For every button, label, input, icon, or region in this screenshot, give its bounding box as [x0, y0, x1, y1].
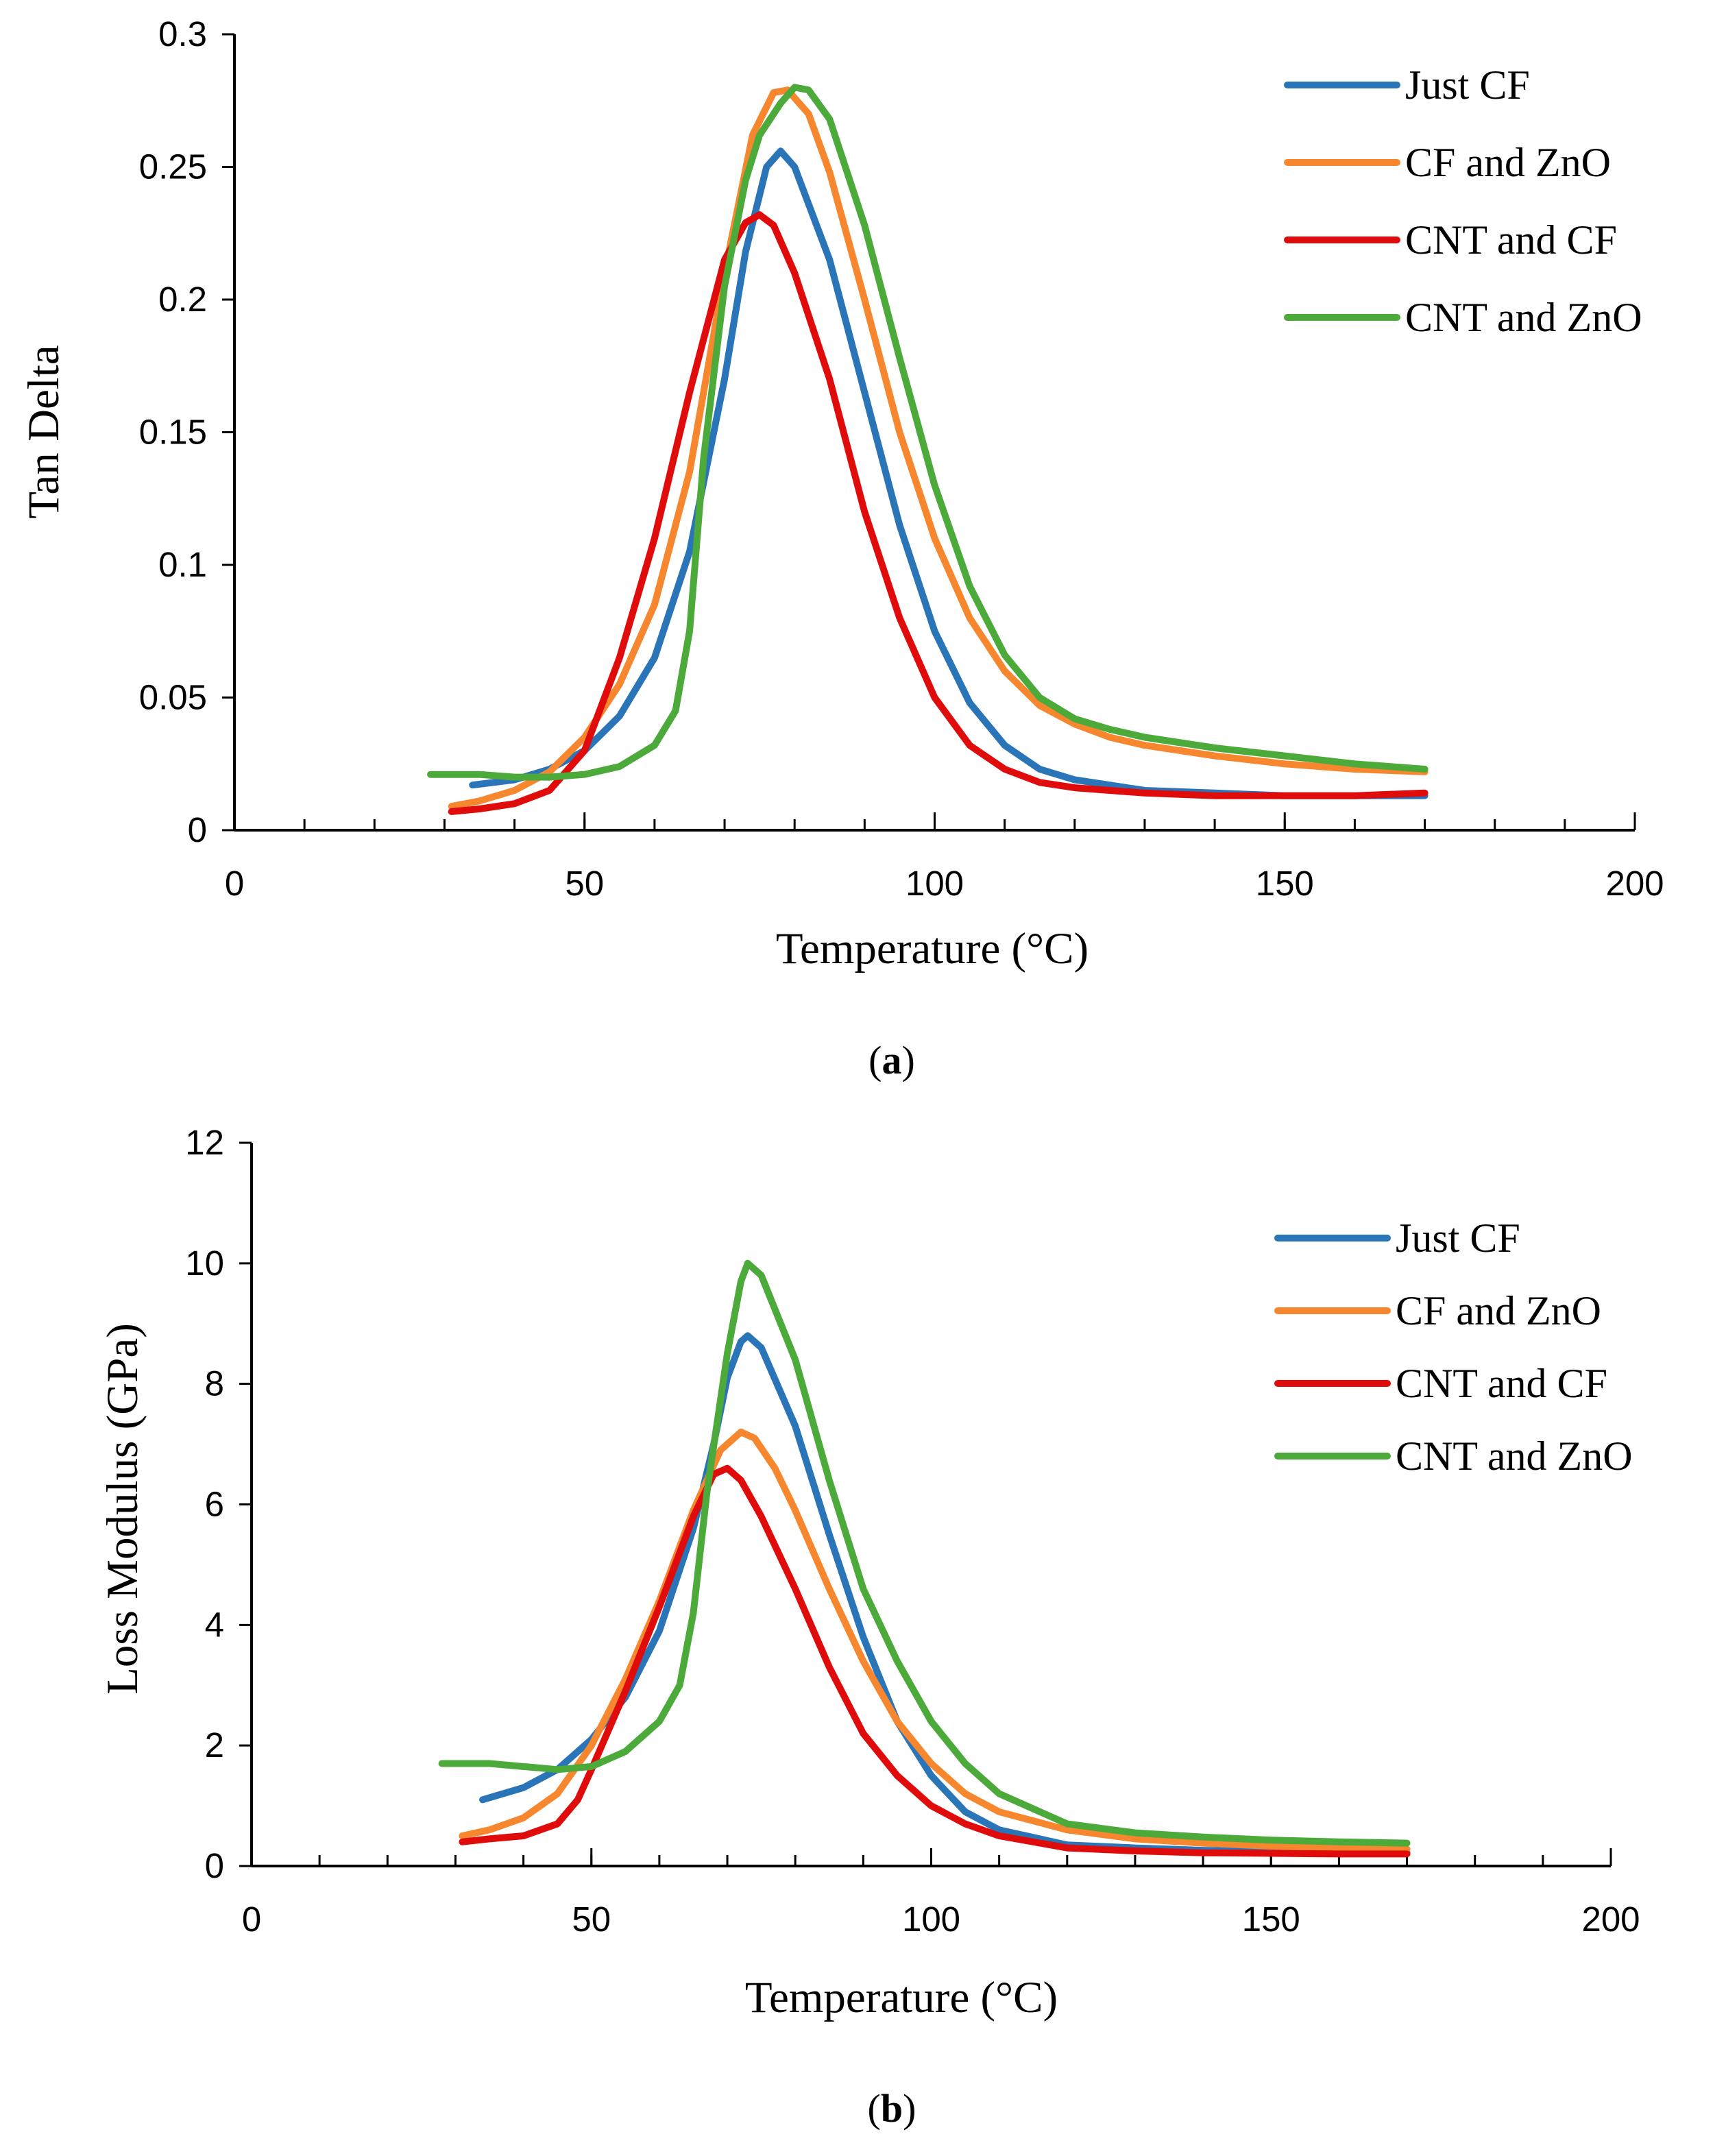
chart-b-y-tick-label: 6 — [205, 1485, 224, 1524]
chart-a-caption-close: ) — [902, 1038, 915, 1082]
chart-a-legend-label-cnt-and-zno: CNT and ZnO — [1405, 295, 1642, 340]
chart-b: 0 2 4 6 8 10 12 0 50 100 150 200 Loss Modulus (GPa… — [98, 1123, 1640, 2131]
chart-b-x-tick-label: 150 — [1242, 1900, 1300, 1939]
chart-b-y-tick-label: 12 — [185, 1123, 224, 1162]
chart-a-y-ticks: 0 0.05 0.1 0.15 0.2 0.25 0.3 — [139, 14, 234, 849]
chart-b-x-tick-label: 100 — [902, 1900, 960, 1939]
chart-a-legend-label-cnt-and-cf: CNT and CF — [1405, 217, 1617, 263]
chart-b-x-ticks: 0 50 100 150 200 — [242, 1848, 1640, 1939]
chart-b-legend-label-cf-and-zno: CF and ZnO — [1396, 1288, 1601, 1333]
chart-b-y-tick-label: 0 — [205, 1846, 224, 1885]
chart-a-caption: (a) — [868, 1038, 915, 1082]
chart-a-legend-label-just-cf: Just CF — [1405, 62, 1530, 108]
chart-a-y-tick-label: 0.25 — [139, 147, 207, 186]
chart-a-y-tick-label: 0.1 — [158, 545, 207, 584]
chart-a-xlabel: Temperature (°C) — [776, 924, 1089, 973]
chart-a-series — [427, 84, 1429, 815]
chart-b-caption-close: ) — [903, 2086, 916, 2131]
chart-b-legend-label-cnt-and-cf: CNT and CF — [1396, 1361, 1607, 1406]
chart-a-x-ticks: 0 50 100 150 200 — [225, 812, 1664, 903]
chart-b-y-tick-label: 8 — [205, 1364, 224, 1403]
chart-a-y-tick-label: 0.2 — [158, 280, 207, 319]
chart-b-caption: (b) — [868, 2086, 916, 2131]
chart-a: 0 0.05 0.1 0.15 0.2 0.25 0.3 0 50 100 150 200 Tan … — [19, 14, 1664, 1082]
chart-b-ylabel: Loss Modulus (GPa) — [98, 1323, 147, 1695]
chart-b-legend-label-cnt-and-zno: CNT and ZnO — [1396, 1433, 1633, 1479]
chart-b-x-tick-label: 50 — [572, 1900, 611, 1939]
chart-b-y-tick-label: 2 — [205, 1725, 224, 1765]
chart-a-y-tick-label: 0.3 — [158, 14, 207, 53]
chart-b-caption-open: ( — [868, 2086, 881, 2131]
chart-b-x-tick-label: 0 — [242, 1900, 261, 1939]
chart-a-y-tick-label: 0.15 — [139, 413, 207, 452]
chart-b-caption-letter: b — [881, 2086, 903, 2131]
chart-a-caption-letter: a — [882, 1038, 902, 1082]
chart-a-x-tick-label: 50 — [565, 864, 604, 903]
chart-b-series-cf-and-zno — [459, 1429, 1411, 1853]
chart-a-series-cnt-and-cf — [448, 211, 1429, 815]
chart-b-y-tick-label: 10 — [185, 1244, 224, 1283]
chart-a-x-tick-label: 100 — [905, 864, 964, 903]
chart-a-y-tick-label: 0.05 — [139, 678, 207, 717]
chart-b-series — [438, 1259, 1411, 1858]
chart-a-legend-label-cf-and-zno: CF and ZnO — [1405, 140, 1611, 185]
chart-b-x-tick-label: 200 — [1581, 1900, 1640, 1939]
chart-a-x-tick-label: 0 — [225, 864, 244, 903]
chart-a-series-cnt-and-zno — [427, 84, 1429, 781]
chart-a-caption-open: ( — [868, 1038, 882, 1082]
chart-a-ylabel: Tan Delta — [19, 345, 69, 519]
chart-b-legend: Just CF CF and ZnO CNT and CF CNT and ZnO — [1274, 1215, 1633, 1479]
chart-a-x-tick-label: 200 — [1605, 864, 1664, 903]
chart-b-y-ticks: 0 2 4 6 8 10 12 — [185, 1123, 252, 1885]
chart-b-y-tick-label: 4 — [205, 1605, 224, 1644]
chart-a-y-tick-label: 0 — [188, 810, 207, 849]
chart-b-series-cnt-and-zno — [438, 1259, 1411, 1847]
chart-a-legend: Just CF CF and ZnO CNT and CF CNT and ZnO — [1284, 62, 1642, 340]
chart-b-legend-label-just-cf: Just CF — [1396, 1215, 1520, 1261]
chart-b-xlabel: Temperature (°C) — [745, 1973, 1058, 2022]
chart-b-series-cnt-and-cf — [459, 1464, 1411, 1858]
chart-a-x-tick-label: 150 — [1256, 864, 1314, 903]
